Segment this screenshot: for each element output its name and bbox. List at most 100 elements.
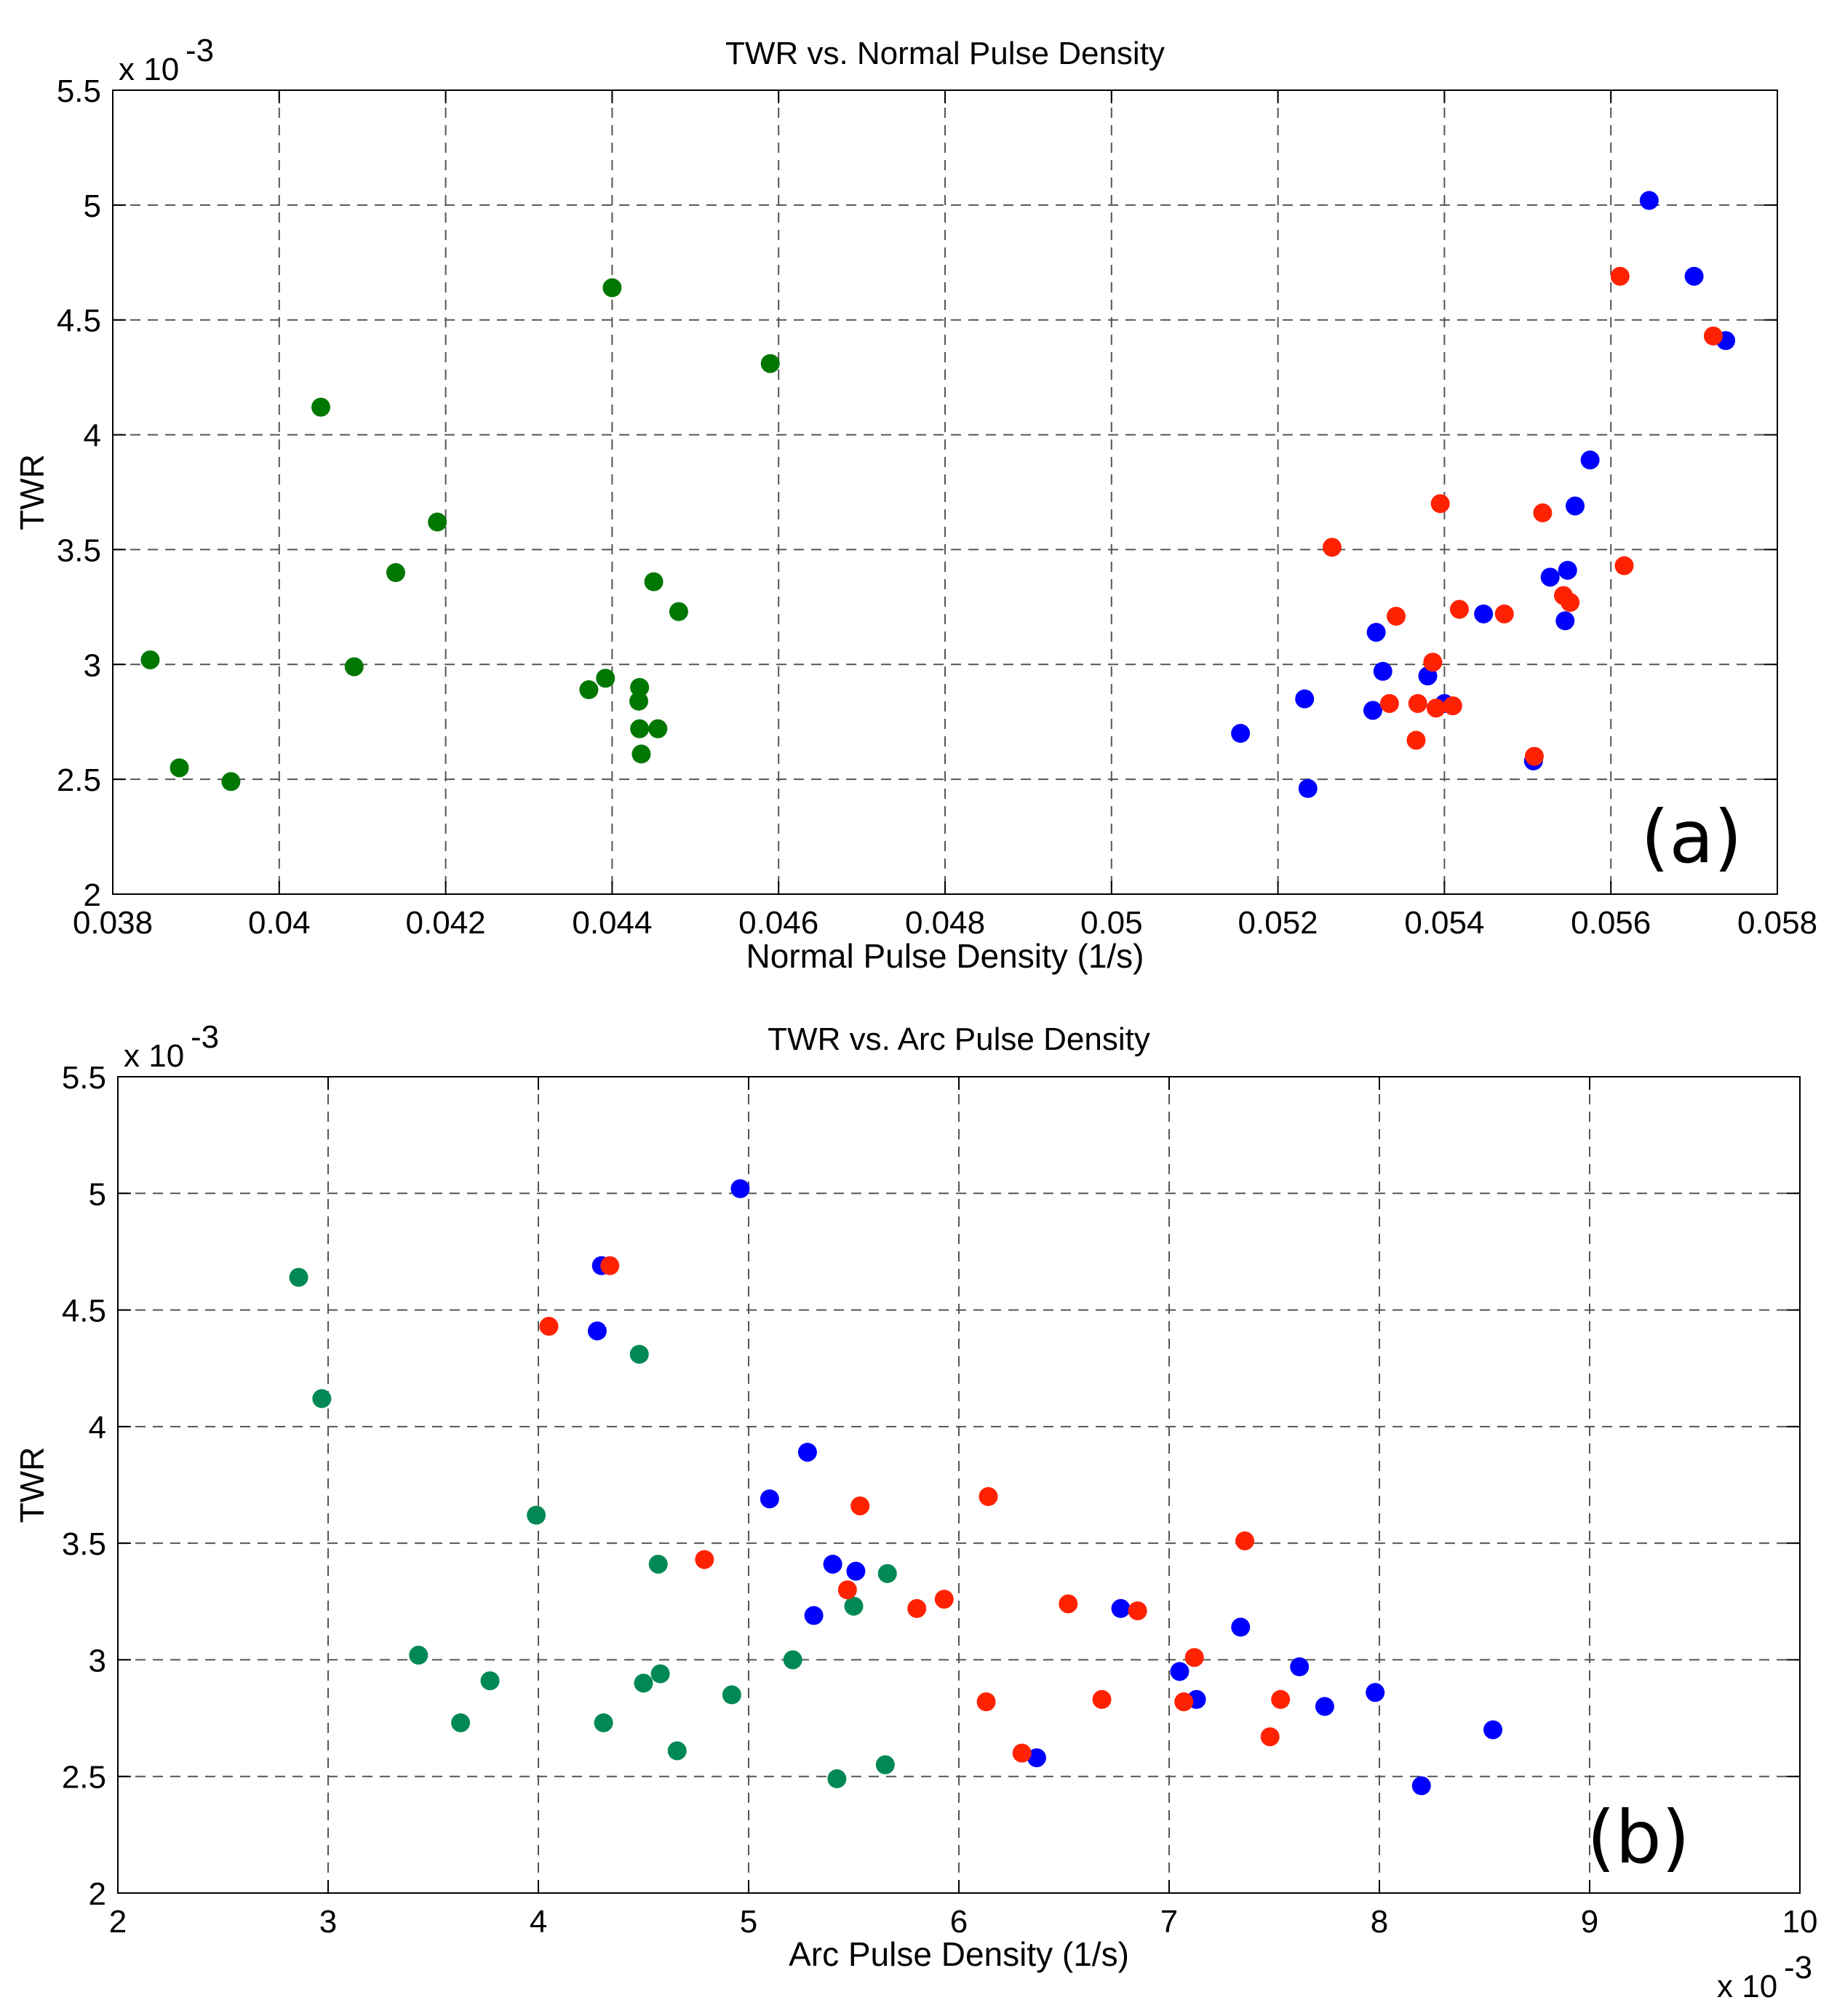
data-point-green (579, 680, 599, 700)
y-tick-label: 2 (84, 877, 101, 913)
data-point-red (1524, 746, 1544, 766)
data-point-green (386, 563, 405, 582)
data-point-green (644, 572, 664, 591)
y-tick-label: 4.5 (62, 1294, 106, 1329)
data-point-red (837, 1580, 857, 1600)
data-point-blue (1298, 778, 1318, 798)
x-tick-label: 0.054 (1404, 905, 1484, 941)
x-axis-multiplier: x 10 (1717, 1969, 1777, 2004)
y-axis-exponent: -3 (186, 33, 214, 68)
data-point-blue (1027, 1748, 1046, 1768)
data-point-red (907, 1598, 927, 1618)
y-tick-label: 2 (89, 1876, 106, 1912)
data-point-blue (1483, 1720, 1503, 1740)
chart-panel-b: 2 3 4 5 6 7 8 9 10 2 2.5 3 3.5 4 4.5 5 5.5 TWR vs. Arc Pu… (13, 1019, 1817, 2004)
x-tick-label: 4 (530, 1904, 547, 1940)
data-point-green (650, 1664, 670, 1684)
y-axis-label: TWR (13, 454, 51, 530)
y-axis-label: TWR (13, 1447, 51, 1523)
x-axis-exponent: -3 (1784, 1950, 1812, 1985)
chart-title: TWR vs. Normal Pulse Density (725, 36, 1165, 71)
data-point-red (539, 1317, 559, 1336)
x-tick-label: 0.058 (1737, 905, 1817, 941)
data-point-blue (1295, 689, 1315, 709)
y-tick-label: 3.5 (57, 533, 101, 568)
y-tick-label: 3 (89, 1643, 106, 1678)
x-tick-label: 10 (1782, 1904, 1818, 1940)
chart-title: TWR vs. Arc Pulse Density (768, 1021, 1150, 1057)
data-point-green (630, 719, 650, 738)
data-point-red (1533, 503, 1553, 522)
y-axis-multiplier: x 10 (124, 1038, 184, 1074)
x-tick-label: 0.04 (248, 905, 311, 941)
x-tick-label: 6 (950, 1904, 968, 1940)
data-point-green (170, 758, 189, 778)
data-point-green (596, 669, 615, 688)
data-point-red (695, 1550, 714, 1569)
data-point-blue (1580, 450, 1600, 470)
x-tick-label: 0.05 (1080, 905, 1143, 941)
data-point-red (600, 1256, 620, 1275)
x-tick-label: 9 (1581, 1904, 1598, 1940)
data-point-green (602, 278, 622, 298)
x-tick-label: 8 (1371, 1904, 1388, 1940)
data-point-red (1184, 1648, 1204, 1668)
x-tick-label: 5 (740, 1904, 757, 1940)
data-point-blue (1639, 191, 1659, 210)
data-point-blue (1231, 1617, 1251, 1637)
data-point-green (631, 744, 651, 764)
panel-label: (a) (1641, 794, 1742, 880)
y-tick-label: 2.5 (57, 762, 101, 798)
data-point-blue (1566, 496, 1585, 516)
y-tick-label: 5 (89, 1176, 106, 1212)
y-tick-label: 4.5 (57, 303, 101, 339)
y-tick-label: 3 (84, 648, 101, 683)
data-point-green (722, 1685, 741, 1705)
data-point-red (1610, 266, 1630, 286)
data-point-blue (797, 1443, 817, 1462)
data-point-blue (1373, 661, 1392, 681)
data-point-red (979, 1487, 998, 1507)
data-point-green (311, 397, 330, 417)
data-point-red (1387, 606, 1406, 626)
data-point-red (1174, 1692, 1194, 1712)
data-point-red (1561, 593, 1580, 613)
data-point-green (669, 602, 688, 621)
data-point-red (1379, 693, 1399, 713)
data-point-blue (730, 1179, 750, 1198)
data-point-red (1426, 698, 1446, 718)
data-point-red (1322, 538, 1342, 557)
x-tick-label: 0.042 (406, 905, 486, 941)
y-tick-label: 3.5 (62, 1526, 106, 1562)
data-point-red (976, 1692, 996, 1712)
data-point-green (630, 677, 650, 697)
data-point-green (844, 1596, 864, 1616)
data-point-blue (1111, 1598, 1131, 1618)
data-point-blue (1170, 1662, 1190, 1681)
data-point-blue (1366, 623, 1386, 642)
data-point-green (783, 1650, 802, 1670)
y-axis-exponent: -3 (191, 1019, 219, 1055)
data-point-green (875, 1755, 895, 1774)
data-point-red (1235, 1531, 1255, 1550)
data-point-red (1443, 696, 1462, 716)
data-point-green (634, 1673, 653, 1693)
data-point-green (289, 1267, 308, 1287)
data-point-blue (1411, 1776, 1431, 1796)
data-point-red (1128, 1601, 1147, 1621)
x-tick-label: 3 (319, 1904, 337, 1940)
data-point-green (648, 719, 668, 738)
data-point-red (1494, 604, 1514, 623)
data-point-blue (804, 1606, 824, 1625)
data-point-green (629, 691, 649, 711)
data-point-green (667, 1741, 687, 1761)
data-point-green (827, 1769, 847, 1788)
x-tick-label: 0.044 (572, 905, 652, 941)
data-point-green (760, 354, 780, 373)
x-tick-label: 0.056 (1571, 905, 1651, 941)
y-tick-label: 5.5 (62, 1060, 106, 1096)
data-point-red (1703, 326, 1723, 346)
y-tick-label: 4 (89, 1410, 106, 1446)
data-point-green (877, 1563, 897, 1583)
x-tick-label: 0.046 (738, 905, 818, 941)
